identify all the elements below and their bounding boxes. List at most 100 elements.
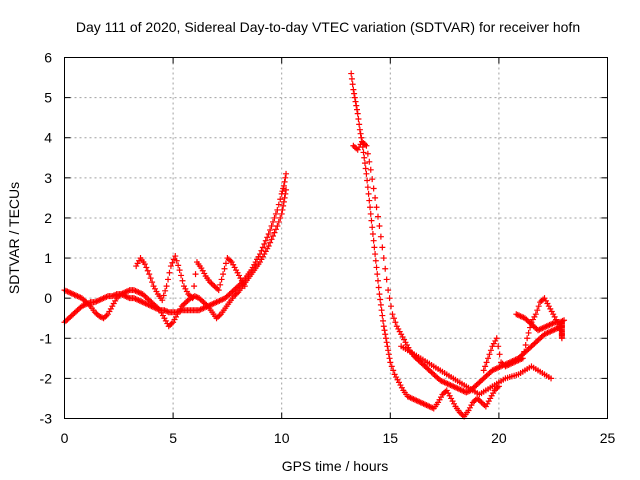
data-point	[373, 264, 380, 271]
data-point	[355, 116, 362, 123]
data-point	[356, 121, 363, 128]
data-point	[483, 359, 490, 366]
data-point	[379, 312, 386, 319]
data-point	[364, 184, 371, 191]
data-point	[166, 269, 173, 276]
data-point	[164, 308, 171, 315]
data-point	[372, 257, 379, 264]
data-point	[367, 204, 374, 211]
data-point	[534, 307, 541, 314]
plot-frame	[64, 57, 608, 419]
data-point	[377, 233, 384, 240]
data-point	[272, 210, 279, 217]
grid-lines	[64, 57, 608, 419]
data-point	[176, 267, 183, 274]
data-point	[357, 130, 364, 137]
data-point	[525, 329, 532, 336]
data-point	[379, 244, 386, 251]
y-tick-label: -2	[40, 370, 53, 386]
y-tick-label: 1	[44, 250, 52, 266]
x-axis-label: GPS time / hours	[282, 458, 389, 474]
data-point	[268, 236, 275, 243]
data-point	[220, 271, 227, 278]
y-tick-label: 2	[44, 210, 52, 226]
data-point	[280, 202, 287, 209]
axis-ticks: 0 5 10 15 20 25 -3 -2 -1 0 1 2 3 4 5 6	[40, 50, 616, 447]
data-point	[167, 263, 174, 270]
data-point	[143, 264, 150, 271]
data-point	[178, 272, 185, 279]
data-point	[241, 283, 248, 290]
data-point	[364, 150, 371, 157]
data-point	[366, 197, 373, 204]
data-point	[376, 291, 383, 298]
data-point	[169, 259, 176, 266]
data-point	[372, 251, 379, 258]
data-point	[280, 185, 287, 192]
data-point	[388, 303, 395, 310]
data-point	[258, 247, 265, 254]
data-point	[387, 359, 394, 366]
series-trace-f	[398, 343, 555, 398]
data-point	[392, 319, 399, 326]
data-point	[360, 149, 367, 156]
data-point	[283, 170, 290, 177]
series-trace-c	[133, 253, 248, 304]
x-tick-label: 25	[600, 430, 616, 446]
data-point	[222, 260, 229, 267]
data-point	[173, 257, 180, 264]
data-point	[179, 277, 186, 284]
data-point	[370, 185, 377, 192]
data-point	[361, 154, 368, 161]
data-point	[373, 204, 380, 211]
data-point	[369, 224, 376, 231]
data-point	[218, 276, 225, 283]
data-point	[386, 355, 393, 362]
data-point	[558, 319, 565, 326]
data-point	[175, 262, 182, 269]
data-point	[275, 218, 282, 225]
y-tick-label: 3	[44, 170, 52, 186]
data-point	[383, 339, 390, 346]
data-point	[268, 222, 275, 229]
data-point	[351, 90, 358, 97]
data-point	[390, 315, 397, 322]
data-point	[389, 311, 396, 318]
data-point	[376, 222, 383, 229]
data-point	[280, 182, 287, 189]
data-point	[221, 265, 228, 272]
data-point	[356, 126, 363, 133]
data-point	[160, 292, 167, 299]
data-point	[267, 226, 274, 233]
data-point	[189, 295, 196, 302]
data-point	[277, 214, 284, 221]
data-point	[348, 75, 355, 82]
data-point	[279, 206, 286, 213]
x-tick-label: 15	[383, 430, 399, 446]
data-point	[480, 367, 487, 374]
data-point	[259, 244, 266, 251]
y-tick-label: 5	[44, 90, 52, 106]
data-point	[271, 214, 278, 221]
data-point	[350, 86, 357, 93]
x-tick-label: 20	[491, 430, 507, 446]
data-point	[354, 110, 361, 117]
series-trace-g	[480, 295, 565, 374]
data-point	[170, 256, 177, 263]
data-point	[272, 226, 279, 233]
data-point	[365, 190, 372, 197]
data-point	[265, 230, 272, 237]
data-point	[519, 355, 526, 362]
data-point	[372, 194, 379, 201]
data-point	[496, 351, 503, 358]
data-point	[165, 276, 172, 283]
data-point	[522, 341, 529, 348]
data-point	[265, 243, 272, 250]
data-point	[271, 229, 278, 236]
data-point	[358, 134, 365, 141]
data-point	[486, 351, 493, 358]
data-point	[371, 244, 378, 251]
data-point	[369, 230, 376, 237]
data-point	[378, 307, 385, 314]
data-point	[366, 158, 373, 165]
